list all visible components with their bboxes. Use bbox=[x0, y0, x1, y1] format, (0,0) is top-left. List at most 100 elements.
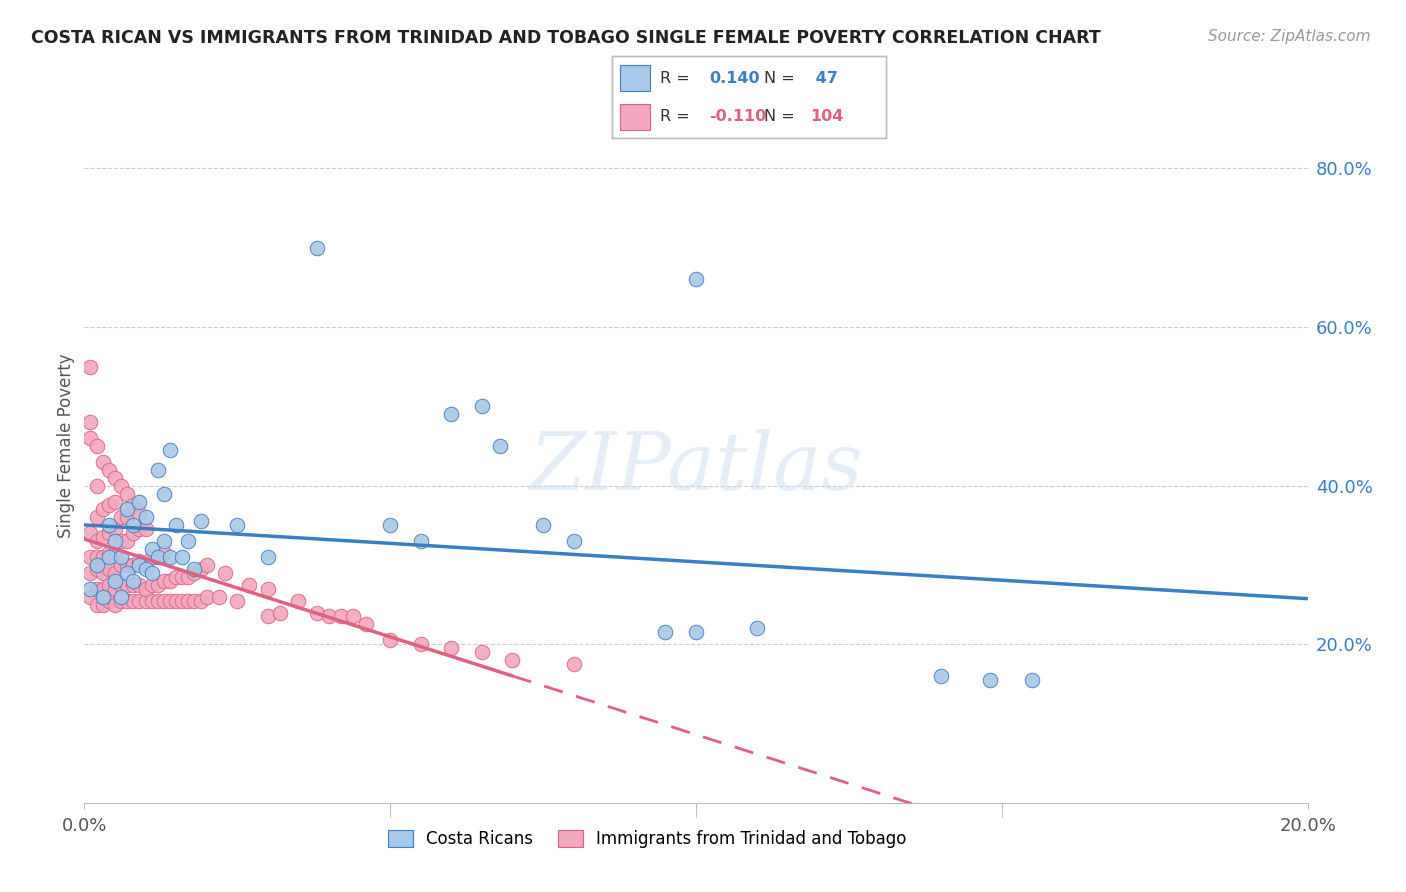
Point bbox=[79, 431, 101, 445]
Point bbox=[91, 582, 114, 596]
Point bbox=[141, 549, 163, 564]
Point bbox=[562, 534, 585, 549]
Point bbox=[135, 558, 157, 572]
Point bbox=[104, 582, 127, 596]
Point bbox=[86, 582, 108, 596]
Point bbox=[97, 549, 120, 564]
Point bbox=[97, 518, 120, 533]
Point bbox=[97, 578, 120, 592]
Point bbox=[214, 566, 236, 580]
Point bbox=[409, 534, 432, 549]
Point bbox=[172, 570, 194, 584]
Point bbox=[159, 442, 181, 457]
Text: 104: 104 bbox=[810, 110, 844, 124]
Text: N =: N = bbox=[763, 70, 800, 86]
Point bbox=[97, 593, 120, 607]
Bar bbox=[620, 103, 650, 130]
Point bbox=[97, 499, 120, 513]
Point bbox=[146, 549, 169, 564]
Point bbox=[91, 566, 114, 580]
Point bbox=[380, 518, 402, 533]
Point bbox=[104, 534, 127, 549]
Point bbox=[226, 518, 249, 533]
Point bbox=[115, 486, 138, 500]
Point bbox=[110, 510, 132, 524]
Point bbox=[354, 617, 377, 632]
Point bbox=[305, 241, 328, 255]
Point bbox=[110, 558, 132, 572]
Point bbox=[128, 578, 150, 592]
Point bbox=[128, 522, 150, 536]
Point bbox=[97, 526, 120, 541]
Point bbox=[929, 669, 952, 683]
Point bbox=[86, 562, 108, 576]
Point bbox=[110, 478, 132, 492]
Point bbox=[177, 570, 200, 584]
Point bbox=[440, 407, 463, 421]
Point bbox=[91, 455, 114, 469]
Point bbox=[159, 574, 181, 588]
Point bbox=[153, 486, 176, 500]
Point bbox=[165, 570, 187, 584]
Point bbox=[979, 673, 1001, 687]
Point bbox=[195, 558, 218, 572]
Point bbox=[91, 598, 114, 612]
Point bbox=[110, 578, 132, 592]
Point bbox=[122, 518, 145, 533]
Point bbox=[122, 574, 145, 588]
Point bbox=[135, 593, 157, 607]
Point bbox=[86, 549, 108, 564]
Point bbox=[135, 522, 157, 536]
Point bbox=[208, 590, 231, 604]
Point bbox=[190, 593, 212, 607]
Point bbox=[654, 625, 676, 640]
Point bbox=[115, 566, 138, 580]
Bar bbox=[620, 65, 650, 92]
Point bbox=[91, 549, 114, 564]
Point bbox=[97, 562, 120, 576]
Point bbox=[257, 609, 280, 624]
Point bbox=[110, 593, 132, 607]
Point bbox=[269, 606, 291, 620]
Point bbox=[104, 566, 127, 580]
Point bbox=[141, 542, 163, 557]
Text: -0.110: -0.110 bbox=[709, 110, 766, 124]
Point bbox=[104, 574, 127, 588]
Point bbox=[86, 478, 108, 492]
Point bbox=[195, 590, 218, 604]
Point bbox=[183, 562, 205, 576]
Point bbox=[86, 558, 108, 572]
Point bbox=[531, 518, 554, 533]
Point bbox=[135, 562, 157, 576]
Point bbox=[115, 510, 138, 524]
Point bbox=[91, 530, 114, 544]
Point bbox=[122, 593, 145, 607]
Point bbox=[172, 549, 194, 564]
Text: R =: R = bbox=[659, 110, 695, 124]
Point bbox=[238, 578, 260, 592]
Point bbox=[104, 471, 127, 485]
Point bbox=[91, 502, 114, 516]
Point bbox=[747, 621, 769, 635]
Point bbox=[177, 534, 200, 549]
Point bbox=[115, 502, 138, 516]
Point bbox=[86, 534, 108, 549]
Point bbox=[1021, 673, 1043, 687]
Point bbox=[141, 566, 163, 580]
Point bbox=[97, 463, 120, 477]
Text: ZIPatlas: ZIPatlas bbox=[529, 429, 863, 506]
Point bbox=[153, 593, 176, 607]
Point bbox=[104, 546, 127, 560]
Point bbox=[287, 593, 309, 607]
Point bbox=[685, 272, 707, 286]
Point bbox=[97, 546, 120, 560]
Point bbox=[128, 558, 150, 572]
Point bbox=[471, 400, 494, 414]
Point bbox=[141, 593, 163, 607]
Point bbox=[226, 593, 249, 607]
Point bbox=[135, 582, 157, 596]
Text: Source: ZipAtlas.com: Source: ZipAtlas.com bbox=[1208, 29, 1371, 44]
Point bbox=[104, 598, 127, 612]
Point bbox=[141, 578, 163, 592]
Text: 0.140: 0.140 bbox=[709, 70, 759, 86]
